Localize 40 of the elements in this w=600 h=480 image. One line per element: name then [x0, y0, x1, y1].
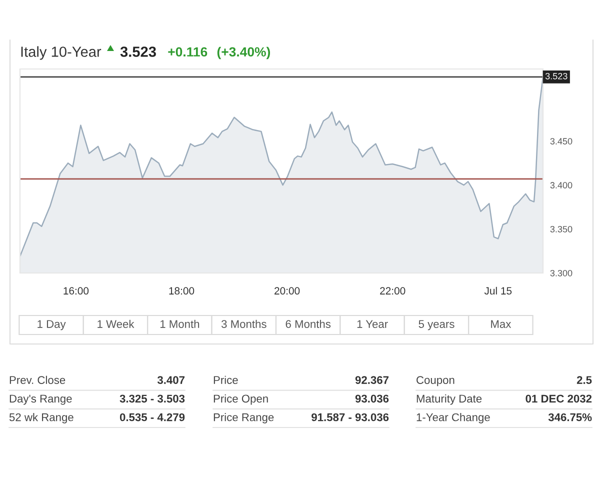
text: Prev. Close [10, 376, 66, 384]
text: (+3.40%) [217, 46, 270, 60]
text: Price [214, 376, 238, 384]
text: 3.523 [120, 46, 156, 57]
text: Day's Range [10, 394, 72, 405]
text: 01 DEC 2032 [526, 394, 592, 403]
x-tick-label: 22:00 [380, 287, 406, 295]
x-tick-label: 18:00 [169, 287, 194, 295]
ref-line-label: 3.523 [545, 72, 568, 80]
text: 3 Months [221, 320, 266, 328]
text: 3.325 - 3.503 [120, 394, 185, 403]
text: 0.535 - 4.279 [120, 413, 185, 422]
text: 52 wk Range [9, 413, 74, 424]
text: 3.407 [157, 376, 185, 384]
text: 93.036 [355, 394, 389, 403]
text: 91.587 - 93.036 [312, 413, 389, 422]
text: 1 Month [160, 320, 200, 328]
text: 1 Year [357, 320, 388, 328]
text: 2.5 [576, 376, 592, 384]
y-tick-label: 3.300 [550, 270, 572, 276]
text: Price Range [214, 413, 274, 424]
text: Max [491, 320, 512, 328]
text: 6 Months [286, 320, 331, 328]
text: Price Open [214, 394, 268, 405]
y-tick-label: 3.350 [550, 226, 572, 232]
text: 5 years [418, 320, 454, 330]
text: 1-Year Change [416, 413, 490, 424]
text: 92.367 [355, 376, 389, 384]
text: +0.116 [168, 47, 208, 57]
y-tick-label: 3.400 [550, 182, 572, 188]
text: 346.75% [548, 413, 592, 422]
x-tick-label: 20:00 [274, 287, 300, 295]
chart-title: Italy 10-Year [21, 46, 102, 60]
text: Maturity Date [416, 394, 482, 405]
text: Coupon [416, 376, 454, 386]
text: 1 Week [98, 320, 134, 328]
x-tick-label: 16:00 [64, 287, 89, 295]
text: 1 Day [38, 320, 66, 330]
x-tick-label: Jul 15 [484, 286, 512, 295]
y-tick-label: 3.450 [550, 138, 572, 144]
